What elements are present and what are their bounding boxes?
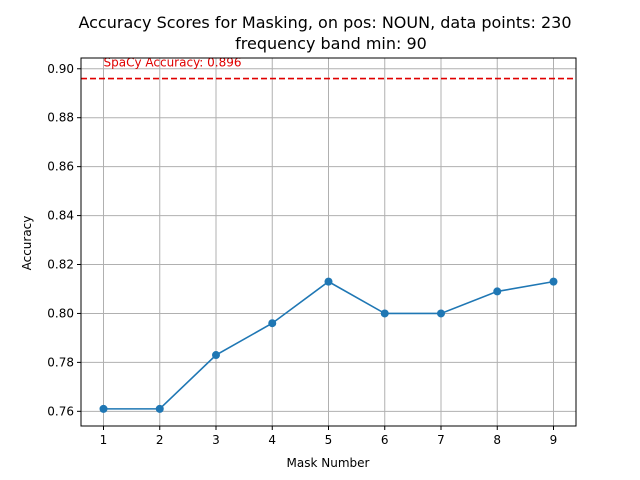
x-tick-label: 3 <box>212 433 220 447</box>
reference-line-group: SpaCy Accuracy: 0.896 <box>81 56 576 80</box>
x-axis-label: Mask Number <box>287 456 370 470</box>
y-gridlines <box>81 68 576 412</box>
y-tick-label: 0.86 <box>47 160 74 174</box>
data-point <box>437 309 445 318</box>
chart-title: Accuracy Scores for Masking, on pos: NOU… <box>78 13 571 32</box>
data-point <box>380 309 389 318</box>
series-group <box>99 277 558 413</box>
data-point <box>268 319 277 328</box>
y-tick-label: 0.76 <box>47 404 74 418</box>
spacy-reference-label: SpaCy Accuracy: 0.896 <box>104 56 242 70</box>
y-axis-label: Accuracy <box>20 216 34 271</box>
data-point <box>99 404 108 413</box>
y-tick-label: 0.78 <box>47 355 74 369</box>
x-gridlines <box>103 58 554 426</box>
x-axis-ticks: 1 2 3 4 5 6 7 8 9 <box>100 426 558 447</box>
y-tick-label: 0.90 <box>47 62 74 76</box>
x-tick-label: 7 <box>437 433 445 447</box>
x-tick-label: 6 <box>381 433 389 447</box>
y-axis-ticks: 0.76 0.78 0.80 0.82 0.84 0.86 0.88 0.90 <box>47 62 81 418</box>
x-tick-label: 1 <box>100 433 108 447</box>
y-tick-label: 0.80 <box>47 306 74 320</box>
y-tick-label: 0.84 <box>47 209 74 223</box>
x-tick-label: 9 <box>550 433 558 447</box>
data-point <box>549 277 558 286</box>
data-point <box>324 277 333 286</box>
data-point <box>493 287 502 296</box>
x-tick-label: 8 <box>493 433 501 447</box>
x-tick-label: 4 <box>268 433 276 447</box>
x-tick-label: 5 <box>325 433 333 447</box>
y-tick-label: 0.88 <box>47 111 74 125</box>
x-tick-label: 2 <box>156 433 164 447</box>
y-tick-label: 0.82 <box>47 258 74 272</box>
data-point <box>155 404 164 413</box>
chart-subtitle: frequency band min: 90 <box>235 34 427 53</box>
data-point <box>212 351 220 360</box>
